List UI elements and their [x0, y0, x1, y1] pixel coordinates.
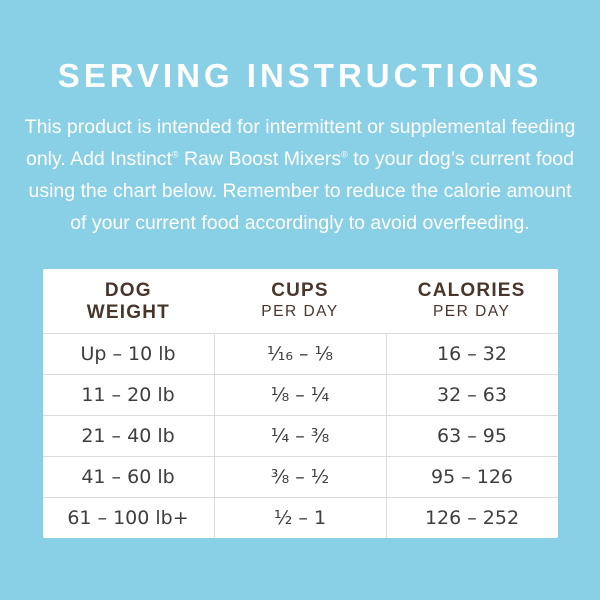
serving-table-header: DOG WEIGHT CUPS PER DAY CALORIES PER DAY — [43, 269, 558, 333]
registered-trademark-symbol: ® — [341, 149, 348, 160]
column-header-label: CALORIES — [417, 279, 526, 301]
intro-line-4: of your current food accordingly to avoi… — [70, 211, 530, 234]
column-header-calories-per-day: CALORIES PER DAY — [386, 280, 558, 324]
cups-per-day-value: ³⁄₈ – ¹⁄₂ — [213, 456, 386, 497]
intro-line-2: only. Add Instinct® Raw Boost Mixers® to… — [0, 143, 600, 175]
table-row: Up – 10 lb ¹⁄₁₆ – ¹⁄₈ 16 – 32 — [42, 332, 558, 374]
column-header-sublabel: PER DAY — [432, 302, 511, 320]
calories-per-day-value: 16 – 32 — [385, 333, 558, 374]
calories-per-day-value: 63 – 95 — [385, 415, 558, 456]
calories-per-day-value: 95 – 126 — [385, 456, 558, 497]
dog-weight-value: 41 – 60 lb — [81, 465, 175, 488]
dog-weight-value: 11 – 20 lb — [81, 383, 175, 406]
dog-weight-value: Up – 10 lb — [80, 342, 176, 365]
dog-weight-value: 21 – 40 lb — [81, 424, 175, 447]
table-row: 21 – 40 lb ¹⁄₄ – ³⁄₈ 63 – 95 — [42, 414, 558, 456]
column-header-sublabel: PER DAY — [261, 302, 339, 320]
cups-per-day-value: ¹⁄₄ – ³⁄₈ — [213, 415, 386, 456]
table-row: 41 – 60 lb ³⁄₈ – ¹⁄₂ 95 – 126 — [42, 455, 558, 497]
intro-line-3: using the chart below. Remember to reduc… — [28, 179, 572, 202]
intro-line-2-mid: Raw Boost Mixers — [178, 147, 342, 170]
intro-line-2-post: to your dog’s current food — [347, 147, 574, 170]
calories-per-day-value: 126 – 252 — [385, 497, 558, 538]
column-header-label: WEIGHT — [86, 301, 170, 323]
cups-per-day-value: ¹⁄₁₆ – ¹⁄₈ — [213, 333, 386, 374]
table-row: 11 – 20 lb ¹⁄₈ – ¹⁄₄ 32 – 63 — [42, 373, 558, 415]
serving-table: DOG WEIGHT CUPS PER DAY CALORIES PER DAY… — [42, 268, 558, 538]
cups-per-day-value: ¹⁄₂ – 1 — [213, 497, 386, 538]
column-header-dog-weight: DOG WEIGHT — [43, 280, 215, 324]
calories-per-day-value: 32 – 63 — [385, 374, 558, 415]
intro-text: This product is intended for intermitten… — [0, 111, 600, 239]
intro-line-1: This product is intended for intermitten… — [24, 115, 576, 138]
column-header-label: CUPS — [271, 279, 329, 301]
cups-per-day-value: ¹⁄₈ – ¹⁄₄ — [213, 374, 386, 415]
dog-weight-value: 61 – 100 lb+ — [67, 506, 189, 529]
column-header-cups-per-day: CUPS PER DAY — [214, 280, 386, 324]
table-row: 61 – 100 lb+ ¹⁄₂ – 1 126 – 252 — [42, 496, 558, 538]
registered-trademark-symbol: ® — [171, 149, 179, 160]
page-title: SERVING INSTRUCTIONS — [57, 57, 543, 94]
intro-line-2-pre: only. Add Instinct — [25, 147, 172, 170]
column-header-label: DOG — [104, 279, 152, 301]
